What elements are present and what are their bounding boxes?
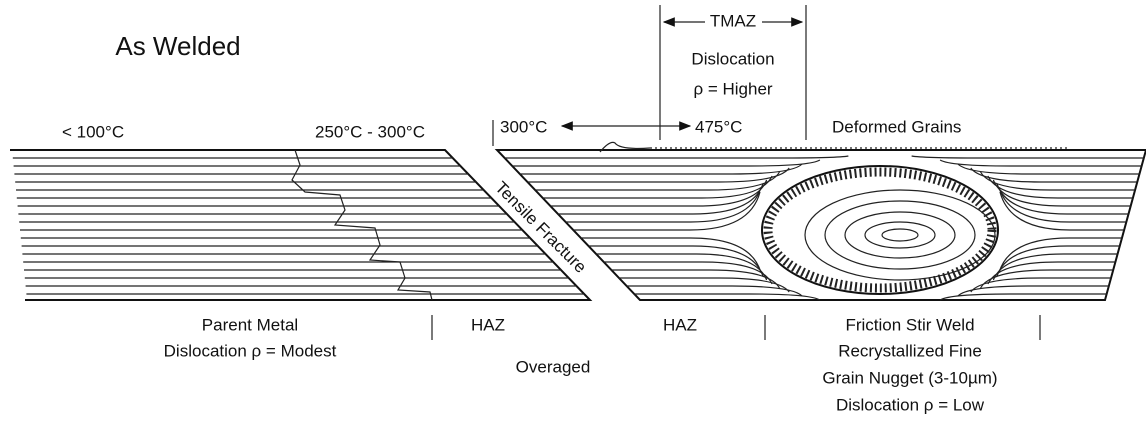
flow-line [611,269,1114,289]
temperature: 300°C [500,117,547,136]
parent-block-outline [10,149,593,301]
zone-label: Grain Nugget (3-10µm) [822,368,997,387]
flow-line [565,187,1127,223]
flow-line [504,155,1144,159]
tmaz-label: TMAZ [710,11,756,30]
flow-line [580,237,1122,273]
flow-line [603,261,1116,285]
zone-label: HAZ [471,315,505,334]
nugget-ring [881,228,919,242]
temperature: 250°C - 300°C [315,122,425,141]
zone-label: HAZ [663,315,697,334]
flow-line [535,171,1136,191]
flow-line [634,293,1107,301]
flow-line [512,159,1142,167]
zone-label: Overaged [516,357,591,376]
flow-line [542,175,1133,199]
flow-line [527,167,1138,183]
flow-line [519,163,1140,175]
weld-block-outline [494,149,1146,301]
nugget-ring [824,200,976,270]
nugget-ring [804,189,996,281]
zone-label: Dislocation ρ = Modest [164,341,337,360]
deformed-grains: Deformed Grains [832,117,961,136]
tmaz-line: ρ = Higher [693,79,772,98]
tmaz-line: Dislocation [691,49,774,68]
layout [10,5,1146,340]
zone-label: Friction Stir Weld [845,315,974,334]
zone-label: Parent Metal [202,315,298,334]
nugget-rim [763,167,997,293]
flow-line [550,179,1131,207]
zone-label: Recrystallized Fine [838,341,982,360]
zone-label: Dislocation ρ = Low [836,395,985,414]
flow-line [573,191,1125,231]
nugget-outline [761,165,999,295]
nugget-ring [844,211,956,259]
flow-line [588,245,1120,277]
temperature: < 100°C [62,122,124,141]
flash [599,141,651,153]
temperature: 475°C [695,117,742,136]
title: As Welded [115,31,240,61]
flow-line [626,285,1109,297]
flow-line [596,253,1118,281]
nugget-ring [864,221,936,249]
